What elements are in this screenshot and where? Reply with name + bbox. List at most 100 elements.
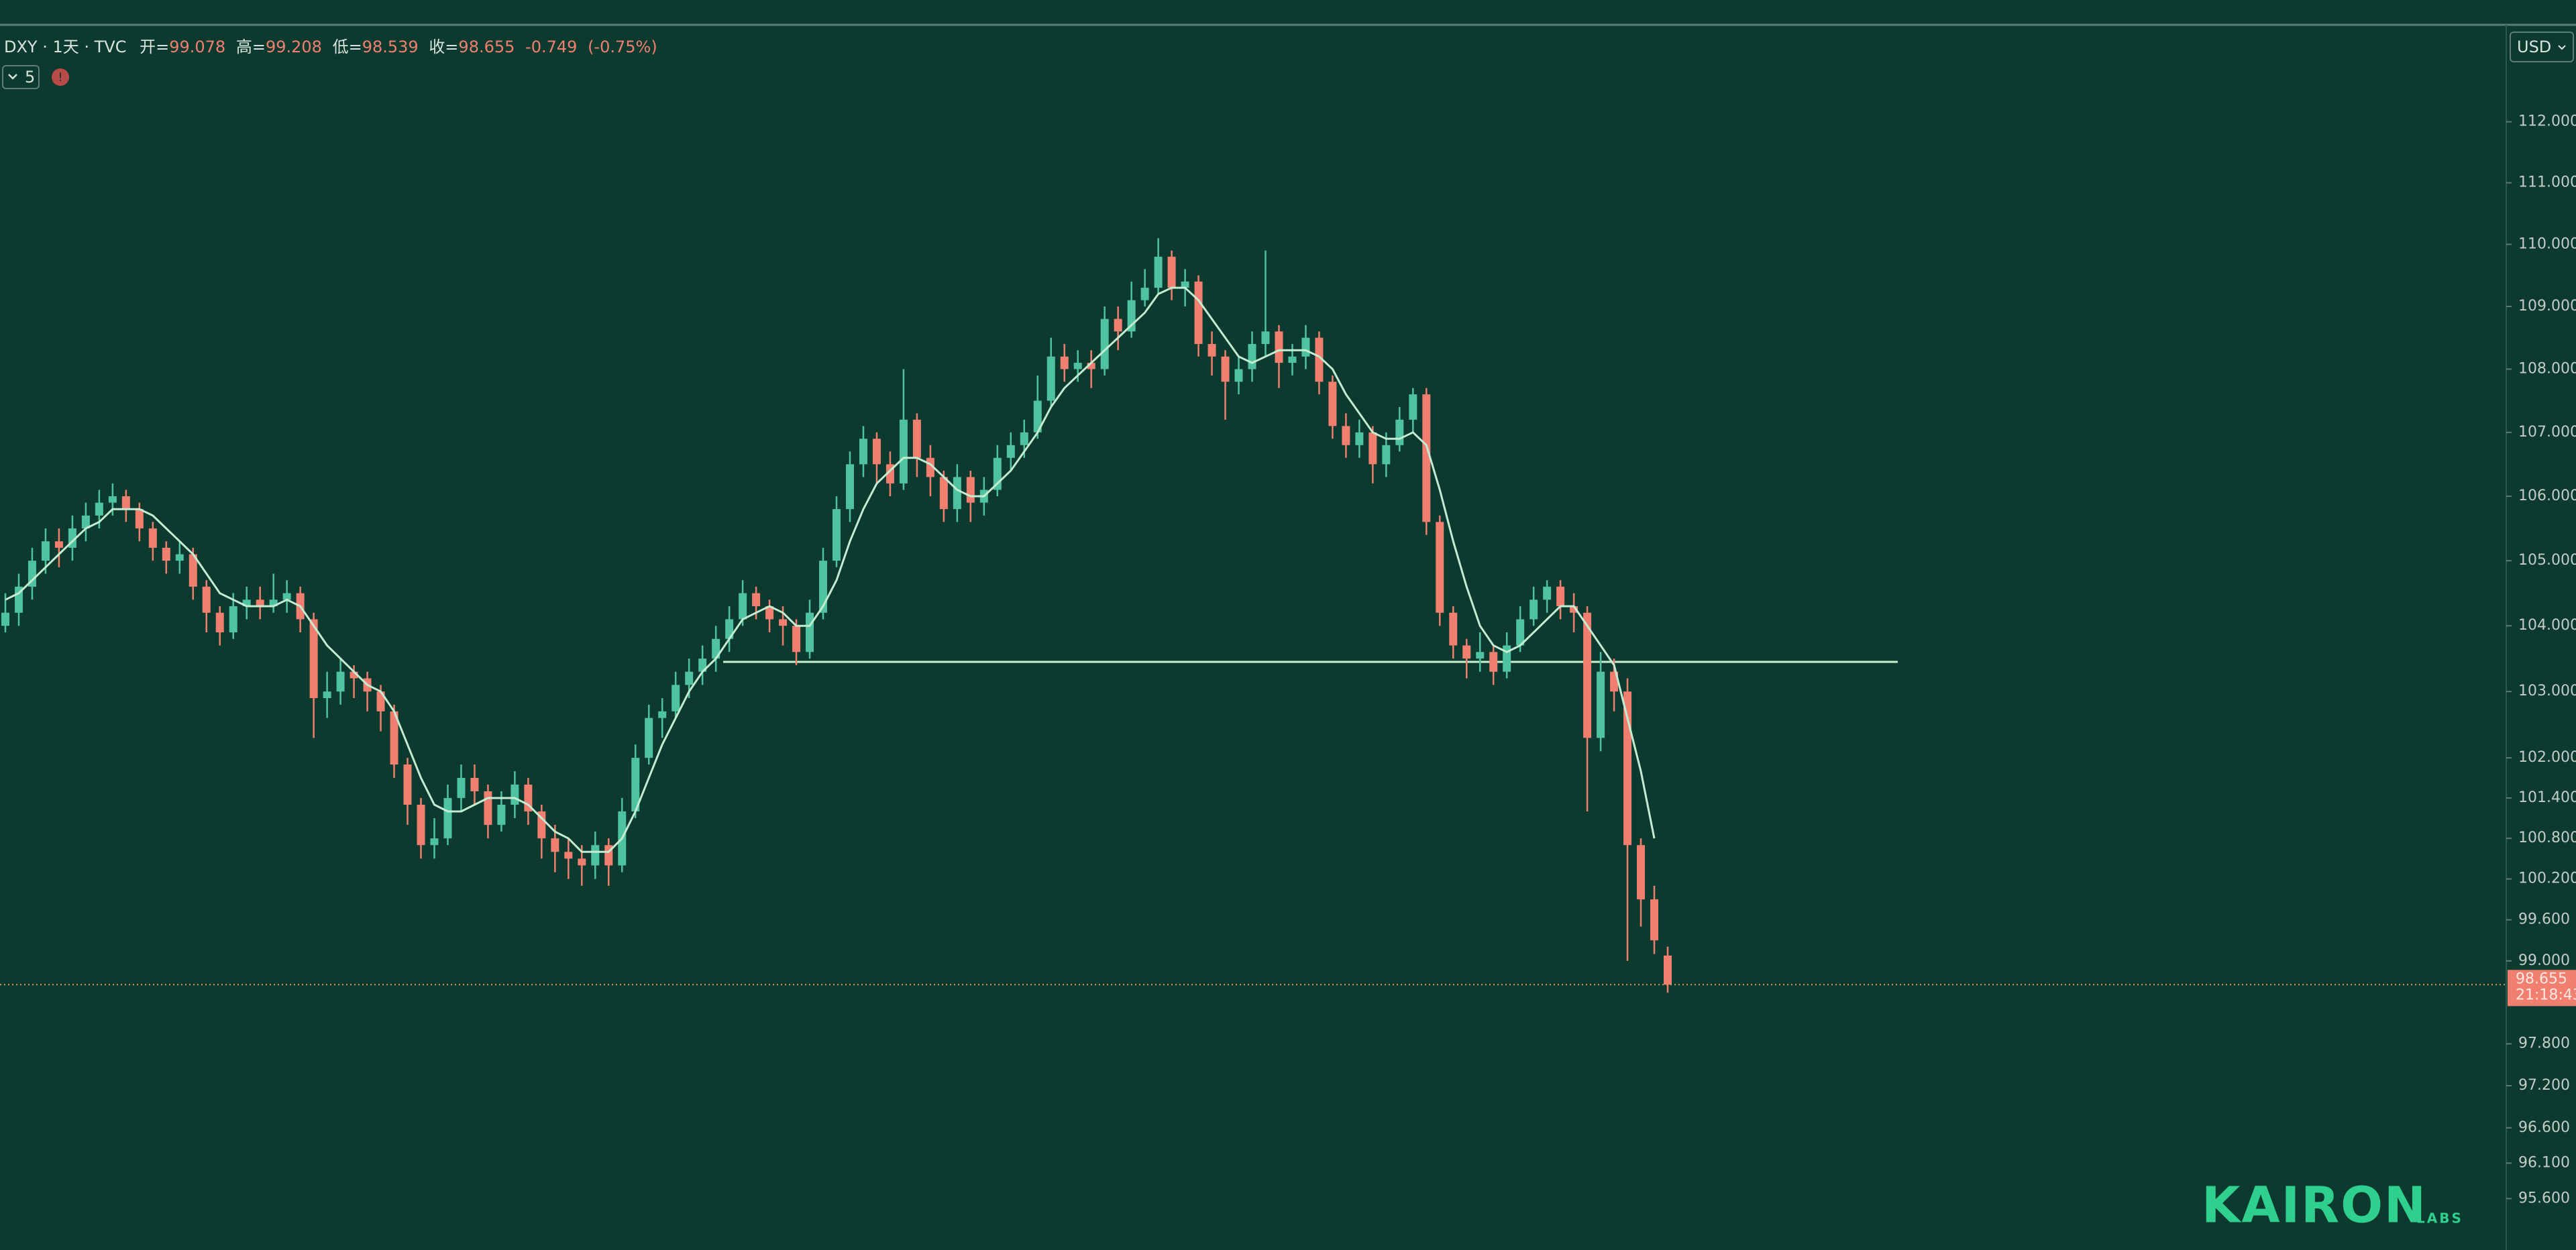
candle-body bbox=[323, 691, 331, 699]
y-tick-label: 96.100 bbox=[2518, 1154, 2570, 1171]
y-tick-label: 110.000 bbox=[2518, 235, 2576, 252]
candle-body bbox=[108, 496, 117, 503]
candle-body bbox=[1637, 845, 1646, 900]
candle-body bbox=[282, 593, 291, 600]
candle-body bbox=[939, 477, 948, 510]
candle-body bbox=[1, 612, 9, 626]
candle-body bbox=[685, 671, 694, 685]
y-tick-label: 97.800 bbox=[2518, 1035, 2570, 1052]
candle-body bbox=[1301, 337, 1310, 357]
candle-body bbox=[537, 811, 546, 839]
y-tick-label: 111.000 bbox=[2518, 174, 2576, 191]
candle-body bbox=[54, 541, 63, 548]
candle-body bbox=[1597, 671, 1605, 738]
moving-average bbox=[5, 286, 1656, 853]
candle-body bbox=[1087, 363, 1095, 370]
y-tick-label: 99.600 bbox=[2518, 911, 2570, 928]
candle-body bbox=[1194, 281, 1203, 344]
candle-body bbox=[336, 671, 345, 692]
candle-body bbox=[148, 528, 157, 548]
currency-box[interactable] bbox=[2510, 32, 2574, 62]
candle-body bbox=[1261, 331, 1270, 344]
candle-body bbox=[1167, 256, 1176, 288]
candle-body bbox=[215, 612, 224, 632]
toggle-box[interactable] bbox=[2, 65, 40, 89]
candle-body bbox=[28, 561, 36, 587]
candle-body bbox=[966, 477, 975, 503]
candle-body bbox=[430, 838, 439, 846]
currency-button[interactable]: USD bbox=[2510, 32, 2574, 62]
plot-area: 112.000 111.000 110.000 109.000 108.000 107.0… bbox=[0, 113, 2576, 1206]
candle-body bbox=[1422, 394, 1431, 522]
candle-body bbox=[1409, 394, 1417, 420]
candle-body bbox=[1006, 445, 1015, 458]
candle-body bbox=[1234, 369, 1243, 382]
legend-header: DXY · 1天 · TVC 开=99.078 高=99.208 低=98.53… bbox=[4, 38, 657, 56]
symbol-title: DXY · 1天 · TVC bbox=[4, 38, 126, 56]
candle-body bbox=[912, 419, 921, 458]
candle-body bbox=[443, 797, 452, 839]
candle-body bbox=[1650, 899, 1659, 941]
candle-body bbox=[135, 509, 144, 528]
candle-body bbox=[1033, 400, 1042, 433]
candle-body bbox=[1462, 645, 1471, 659]
candle-body bbox=[1154, 256, 1163, 288]
candle-body bbox=[1664, 955, 1672, 985]
candle-body bbox=[1382, 445, 1391, 465]
candle-body bbox=[1570, 606, 1578, 613]
candle-body bbox=[765, 606, 774, 620]
candle-body bbox=[1100, 319, 1109, 370]
candle-body bbox=[1476, 652, 1485, 659]
currency-label: USD bbox=[2517, 38, 2551, 56]
candle-body bbox=[712, 638, 720, 659]
candle-body bbox=[1503, 645, 1511, 672]
candle-body bbox=[497, 804, 506, 826]
y-tick-label: 102.000 bbox=[2518, 749, 2576, 766]
candle-body bbox=[645, 718, 653, 758]
candle-body bbox=[1436, 522, 1444, 613]
y-tick-label: 100.200 bbox=[2518, 870, 2576, 887]
candle-body bbox=[470, 778, 479, 791]
candle-body bbox=[845, 464, 854, 510]
candle-body bbox=[417, 804, 425, 846]
candle-body bbox=[1328, 382, 1337, 427]
price-badge-value: 98.655 bbox=[2516, 970, 2567, 987]
candle-body bbox=[631, 758, 640, 811]
indicator-count: 5 bbox=[25, 68, 35, 87]
candle-body bbox=[350, 671, 358, 679]
indicator-toggle[interactable]: 5 bbox=[2, 65, 40, 89]
candle-body bbox=[1583, 612, 1592, 738]
candle-body bbox=[1315, 337, 1324, 382]
y-tick-label: 95.600 bbox=[2518, 1190, 2570, 1206]
candle-body bbox=[376, 691, 385, 712]
candle-body bbox=[269, 600, 278, 606]
candle-body bbox=[1046, 356, 1055, 401]
y-tick-label: 112.000 bbox=[2518, 113, 2576, 130]
candle-body bbox=[806, 612, 814, 652]
candle-body bbox=[309, 619, 318, 699]
candle-body bbox=[564, 852, 573, 859]
candle-body bbox=[792, 626, 801, 652]
candle-body bbox=[202, 586, 211, 613]
candle-body bbox=[953, 477, 961, 510]
price-badge bbox=[2508, 970, 2576, 1007]
currency-chevron bbox=[2558, 45, 2566, 50]
y-tick-label: 104.000 bbox=[2518, 617, 2576, 634]
candle-body bbox=[162, 547, 170, 561]
y-tick-label: 99.000 bbox=[2518, 952, 2570, 969]
candle-body bbox=[175, 554, 184, 561]
open-label: 开= bbox=[140, 38, 169, 56]
candle-body bbox=[457, 778, 466, 798]
candle-body bbox=[1114, 319, 1122, 332]
candle-body bbox=[739, 593, 747, 620]
candle-body bbox=[578, 858, 586, 866]
candle-body bbox=[1516, 619, 1525, 646]
candle-body bbox=[1288, 356, 1297, 363]
candle-body bbox=[121, 496, 130, 510]
candle-body bbox=[551, 838, 559, 852]
low-label: 低= bbox=[333, 38, 362, 56]
open-value: 99.078 bbox=[169, 38, 225, 56]
candle-body bbox=[81, 515, 90, 528]
alert-icon[interactable] bbox=[52, 68, 69, 86]
